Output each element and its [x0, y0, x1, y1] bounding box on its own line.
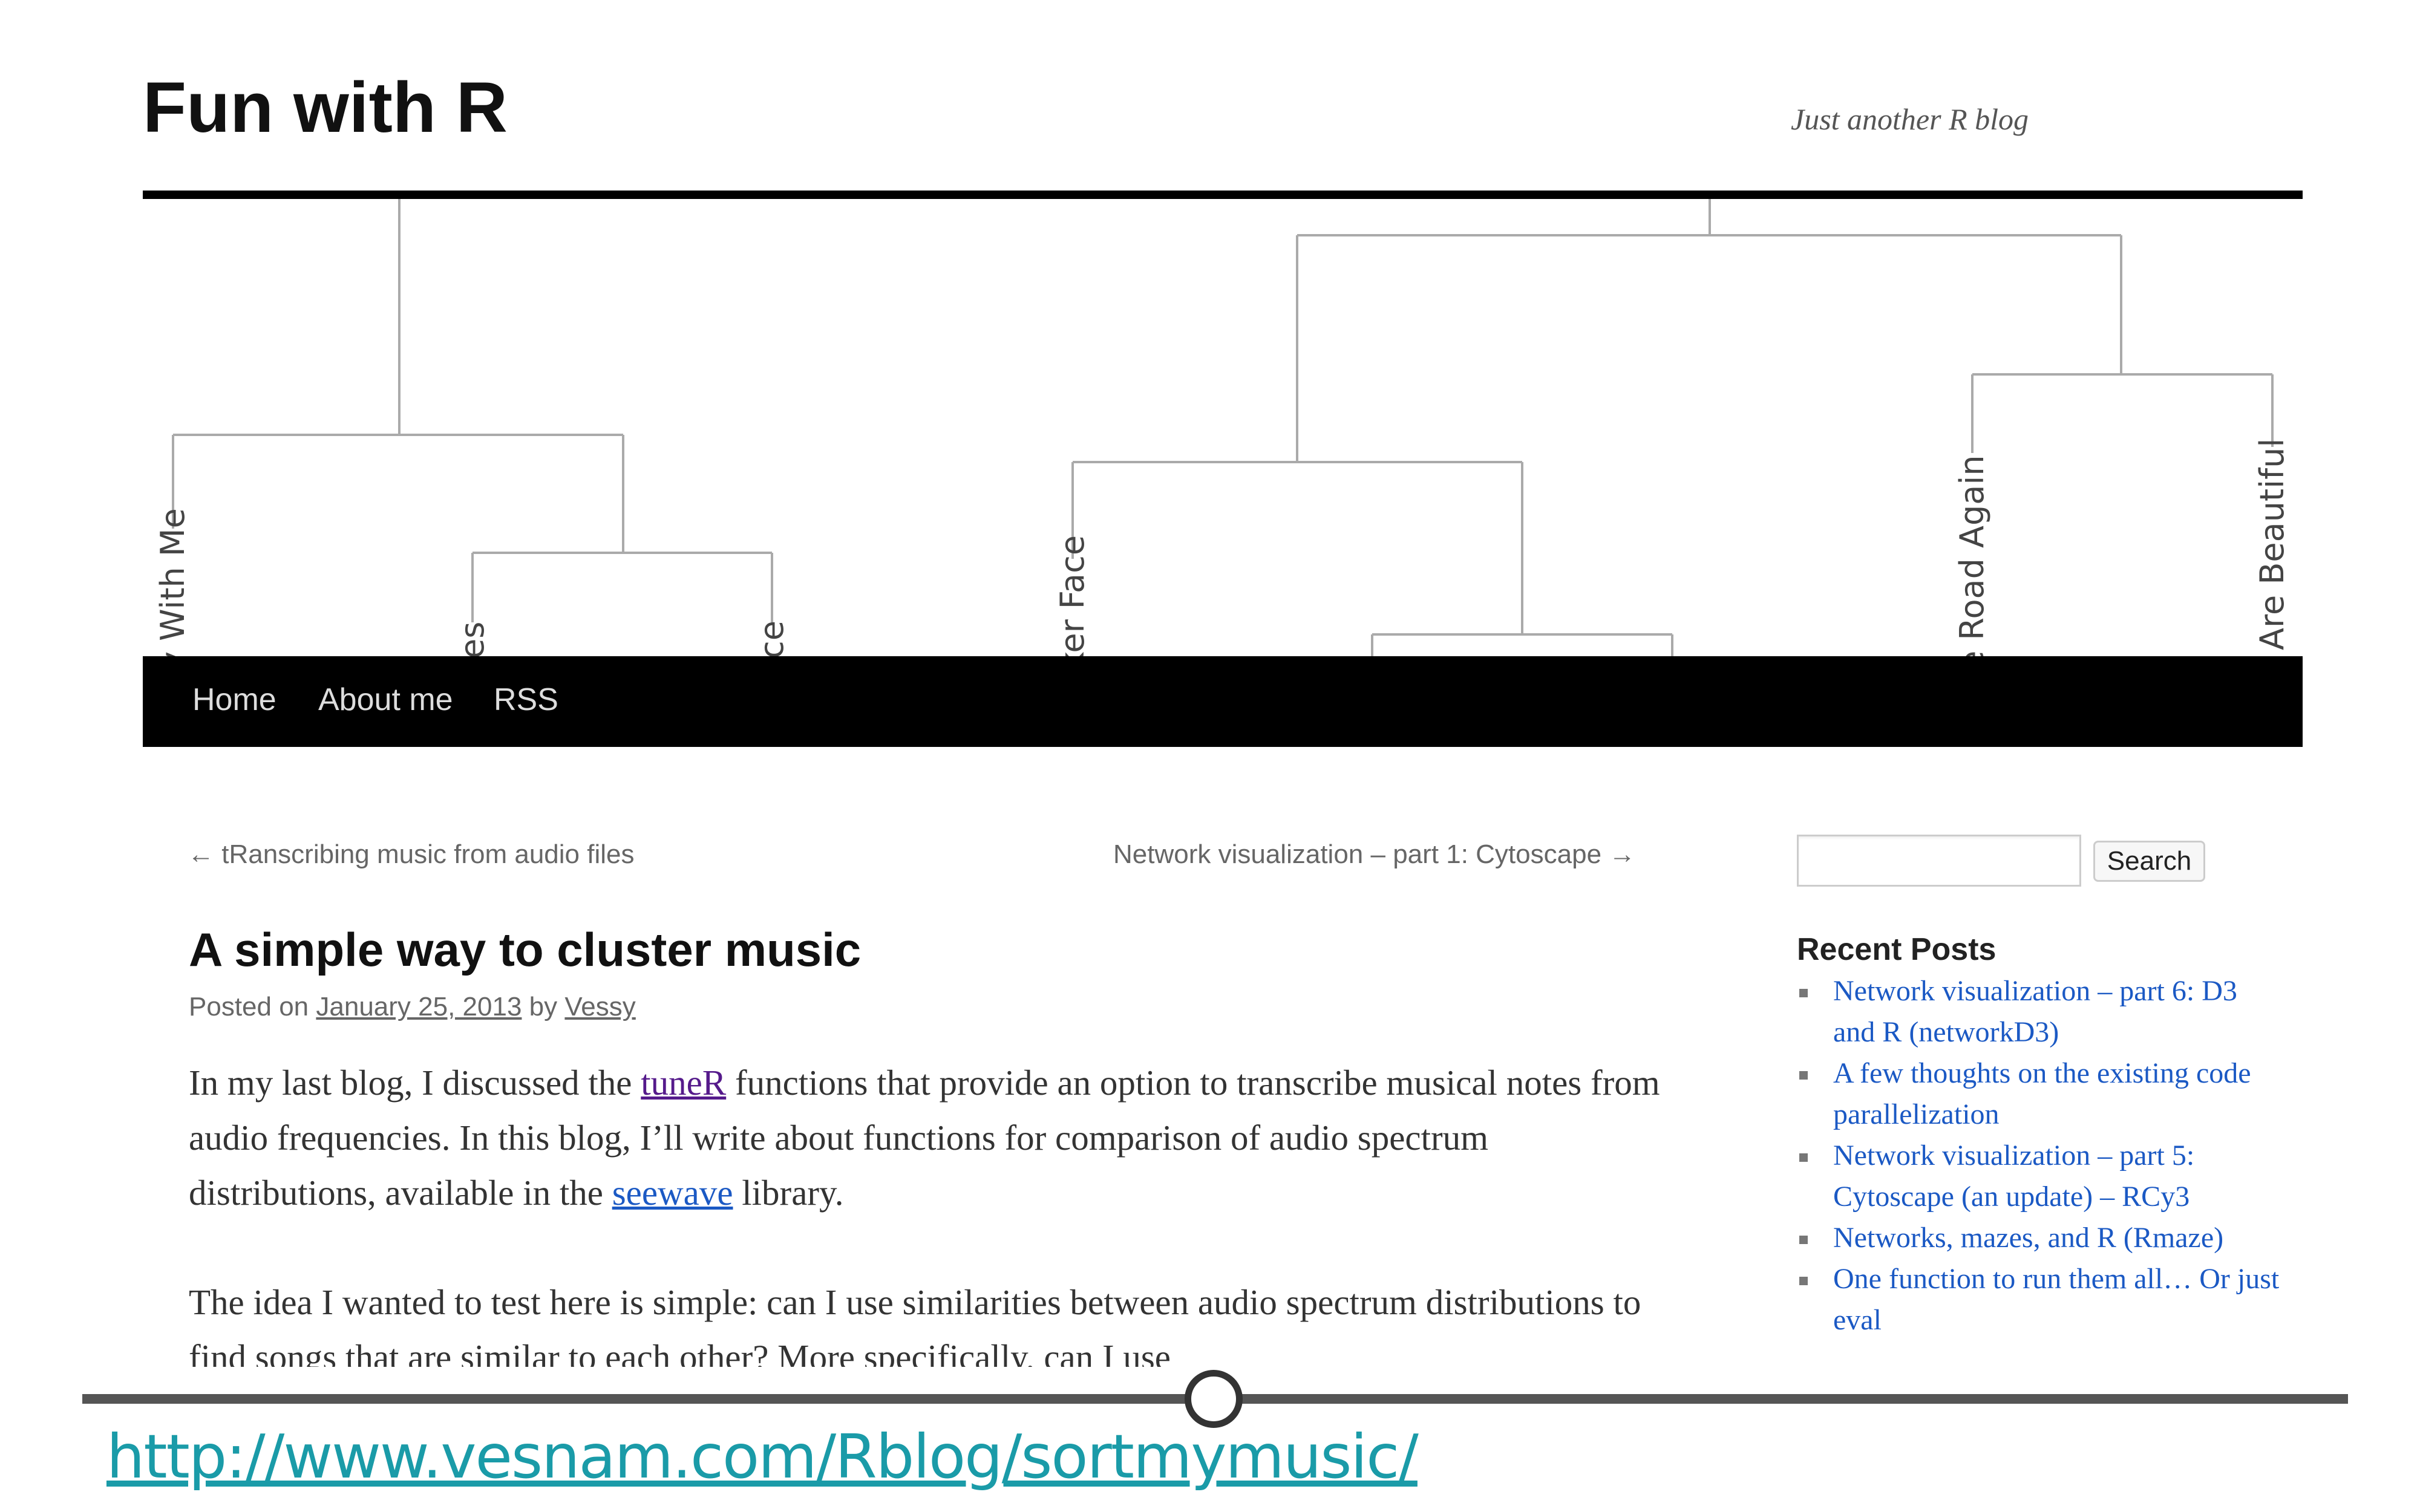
leaf-label: Are Beautiful [2253, 438, 2291, 650]
paragraph-text: library. [733, 1173, 844, 1213]
search-button[interactable]: Search [2093, 841, 2205, 882]
recent-post-item[interactable]: One function to run them all… Or just ev… [1797, 1259, 2281, 1341]
post-date-link[interactable]: January 25, 2013 [316, 992, 522, 1022]
author-link[interactable]: Vessy [564, 992, 636, 1022]
nav-item-rss[interactable]: RSS [494, 682, 558, 717]
site-tagline: Just another R blog [1791, 102, 2029, 136]
timeline-node-icon [1185, 1370, 1243, 1428]
header-banner-dendrogram: y With Me es ce ker Face e Road Again Ar… [143, 191, 2303, 656]
site-title[interactable]: Fun with R [143, 68, 508, 148]
paragraph-text: functions that provide an option to tran… [189, 1063, 1660, 1213]
source-url-link[interactable]: http://www.vesnam.com/Rblog/sortmymusic/ [106, 1421, 1419, 1492]
recent-post-link[interactable]: A few thoughts on the existing code para… [1833, 1057, 2251, 1130]
post-meta: Posted on January 25, 2013 by Vessy [189, 992, 636, 1022]
main-navigation: Home About me RSS [143, 656, 2303, 747]
leaf-label: es [453, 622, 491, 656]
by-label: by [529, 992, 558, 1022]
leaf-label: ce [753, 621, 791, 656]
recent-post-link[interactable]: Network visualization – part 6: D3 and R… [1833, 975, 2237, 1048]
nav-item-home[interactable]: Home [192, 682, 276, 717]
recent-post-link[interactable]: Network visualization – part 5: Cytoscap… [1833, 1139, 2195, 1213]
seewave-link[interactable]: seewave [612, 1173, 733, 1213]
recent-post-link[interactable]: Networks, mazes, and R (Rmaze) [1833, 1222, 2224, 1254]
next-post-link[interactable]: Network visualization – part 1: Cytoscap… [1113, 839, 1636, 869]
recent-post-item[interactable]: Network visualization – part 6: D3 and R… [1797, 971, 2281, 1053]
posted-on-label: Posted on [189, 992, 309, 1022]
previous-post-link[interactable]: ← tRanscribing music from audio files [188, 839, 635, 869]
nav-item-about-me[interactable]: About me [318, 682, 453, 717]
recent-posts-heading: Recent Posts [1797, 932, 1996, 967]
leaf-label: e Road Again [1953, 455, 1991, 656]
post-title[interactable]: A simple way to cluster music [189, 923, 862, 976]
recent-posts-list: Network visualization – part 6: D3 and R… [1797, 971, 2281, 1341]
search-input[interactable] [1797, 835, 2081, 887]
tuner-link[interactable]: tuneR [641, 1063, 727, 1103]
recent-post-item[interactable]: Networks, mazes, and R (Rmaze) [1797, 1217, 2281, 1259]
paragraph-text: In my last blog, I discussed the [189, 1063, 641, 1103]
post-paragraph: In my last blog, I discussed the tuneR f… [189, 1055, 1671, 1220]
leaf-label: y With Me [154, 508, 192, 656]
post-content: In my last blog, I discussed the tuneR f… [189, 1055, 1671, 1367]
recent-post-link[interactable]: One function to run them all… Or just ev… [1833, 1263, 2280, 1336]
dendrogram-image: y With Me es ce ker Face e Road Again Ar… [154, 199, 2291, 656]
recent-post-item[interactable]: A few thoughts on the existing code para… [1797, 1053, 2281, 1135]
leaf-label: ker Face [1053, 535, 1091, 656]
recent-post-item[interactable]: Network visualization – part 5: Cytoscap… [1797, 1135, 2281, 1217]
post-paragraph: The idea I wanted to test here is simple… [189, 1282, 1641, 1367]
